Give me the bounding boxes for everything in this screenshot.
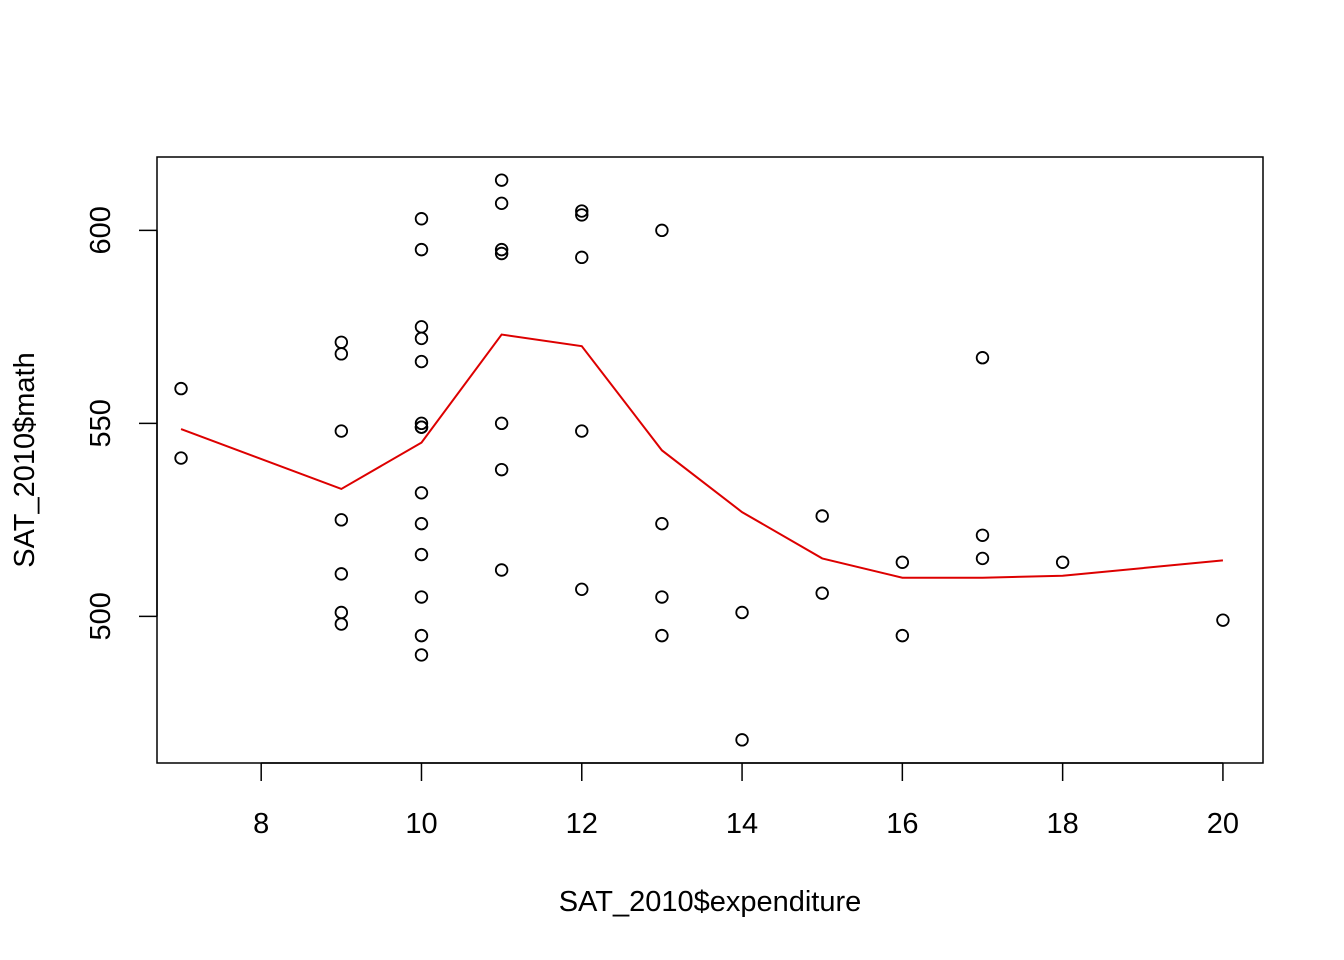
data-point — [334, 347, 349, 361]
data-point — [174, 451, 188, 465]
data-point — [895, 628, 910, 643]
data-point — [655, 223, 669, 238]
x-tick-label: 14 — [726, 808, 758, 840]
smooth-line — [180, 333, 1224, 579]
data-point — [655, 516, 669, 531]
data-point — [895, 555, 910, 569]
data-point — [414, 212, 429, 226]
x-tick-label: 10 — [405, 808, 437, 840]
data-point — [1055, 555, 1070, 569]
data-point — [414, 320, 429, 334]
y-axis: 500 550 600 — [85, 206, 158, 641]
data-point — [414, 590, 429, 604]
data-point — [414, 331, 429, 346]
data-point — [655, 590, 669, 604]
data-point — [494, 196, 509, 211]
x-axis: 8 10 12 14 16 18 20 — [253, 762, 1239, 840]
y-axis-title: SAT_2010$math — [9, 352, 41, 568]
plot-frame — [156, 156, 1264, 764]
data-point — [414, 648, 429, 662]
x-tick-label: 18 — [1047, 808, 1079, 840]
data-point — [494, 173, 509, 187]
points-layer — [174, 173, 1230, 747]
data-point — [414, 547, 429, 562]
data-point — [575, 204, 589, 218]
data-point — [575, 582, 589, 597]
data-point — [735, 733, 749, 747]
data-point — [334, 567, 349, 581]
y-tick-label: 500 — [85, 592, 117, 640]
data-point — [575, 250, 589, 265]
data-point — [575, 208, 589, 222]
data-point — [1216, 613, 1230, 627]
data-point — [975, 351, 990, 365]
data-point — [334, 617, 349, 631]
x-tick-label: 20 — [1207, 808, 1239, 840]
data-point — [174, 381, 188, 396]
y-tick-label: 550 — [85, 399, 117, 447]
data-point — [334, 424, 349, 438]
data-point — [414, 486, 429, 500]
data-point — [414, 516, 429, 531]
data-point — [414, 354, 429, 369]
data-point — [414, 416, 429, 431]
data-point — [494, 416, 509, 431]
x-axis-title: SAT_2010$expenditure — [559, 886, 862, 918]
data-point — [334, 605, 349, 620]
data-point — [494, 563, 509, 577]
data-point — [975, 528, 990, 542]
smooth-line-layer — [180, 333, 1224, 579]
data-point — [815, 509, 829, 523]
data-point — [975, 551, 990, 566]
data-point — [334, 335, 349, 349]
x-tick-label: 16 — [886, 808, 918, 840]
data-point — [414, 628, 429, 643]
data-point — [655, 628, 669, 643]
data-point — [494, 242, 509, 257]
x-tick-label: 12 — [566, 808, 598, 840]
y-tick-label: 600 — [85, 206, 117, 254]
data-point — [414, 420, 429, 434]
data-point — [414, 242, 429, 257]
data-point — [334, 513, 349, 527]
data-point — [494, 462, 509, 477]
data-point — [494, 246, 509, 261]
x-tick-label: 8 — [253, 808, 269, 840]
data-point — [735, 605, 749, 620]
data-point — [815, 586, 829, 600]
data-point — [575, 424, 589, 438]
